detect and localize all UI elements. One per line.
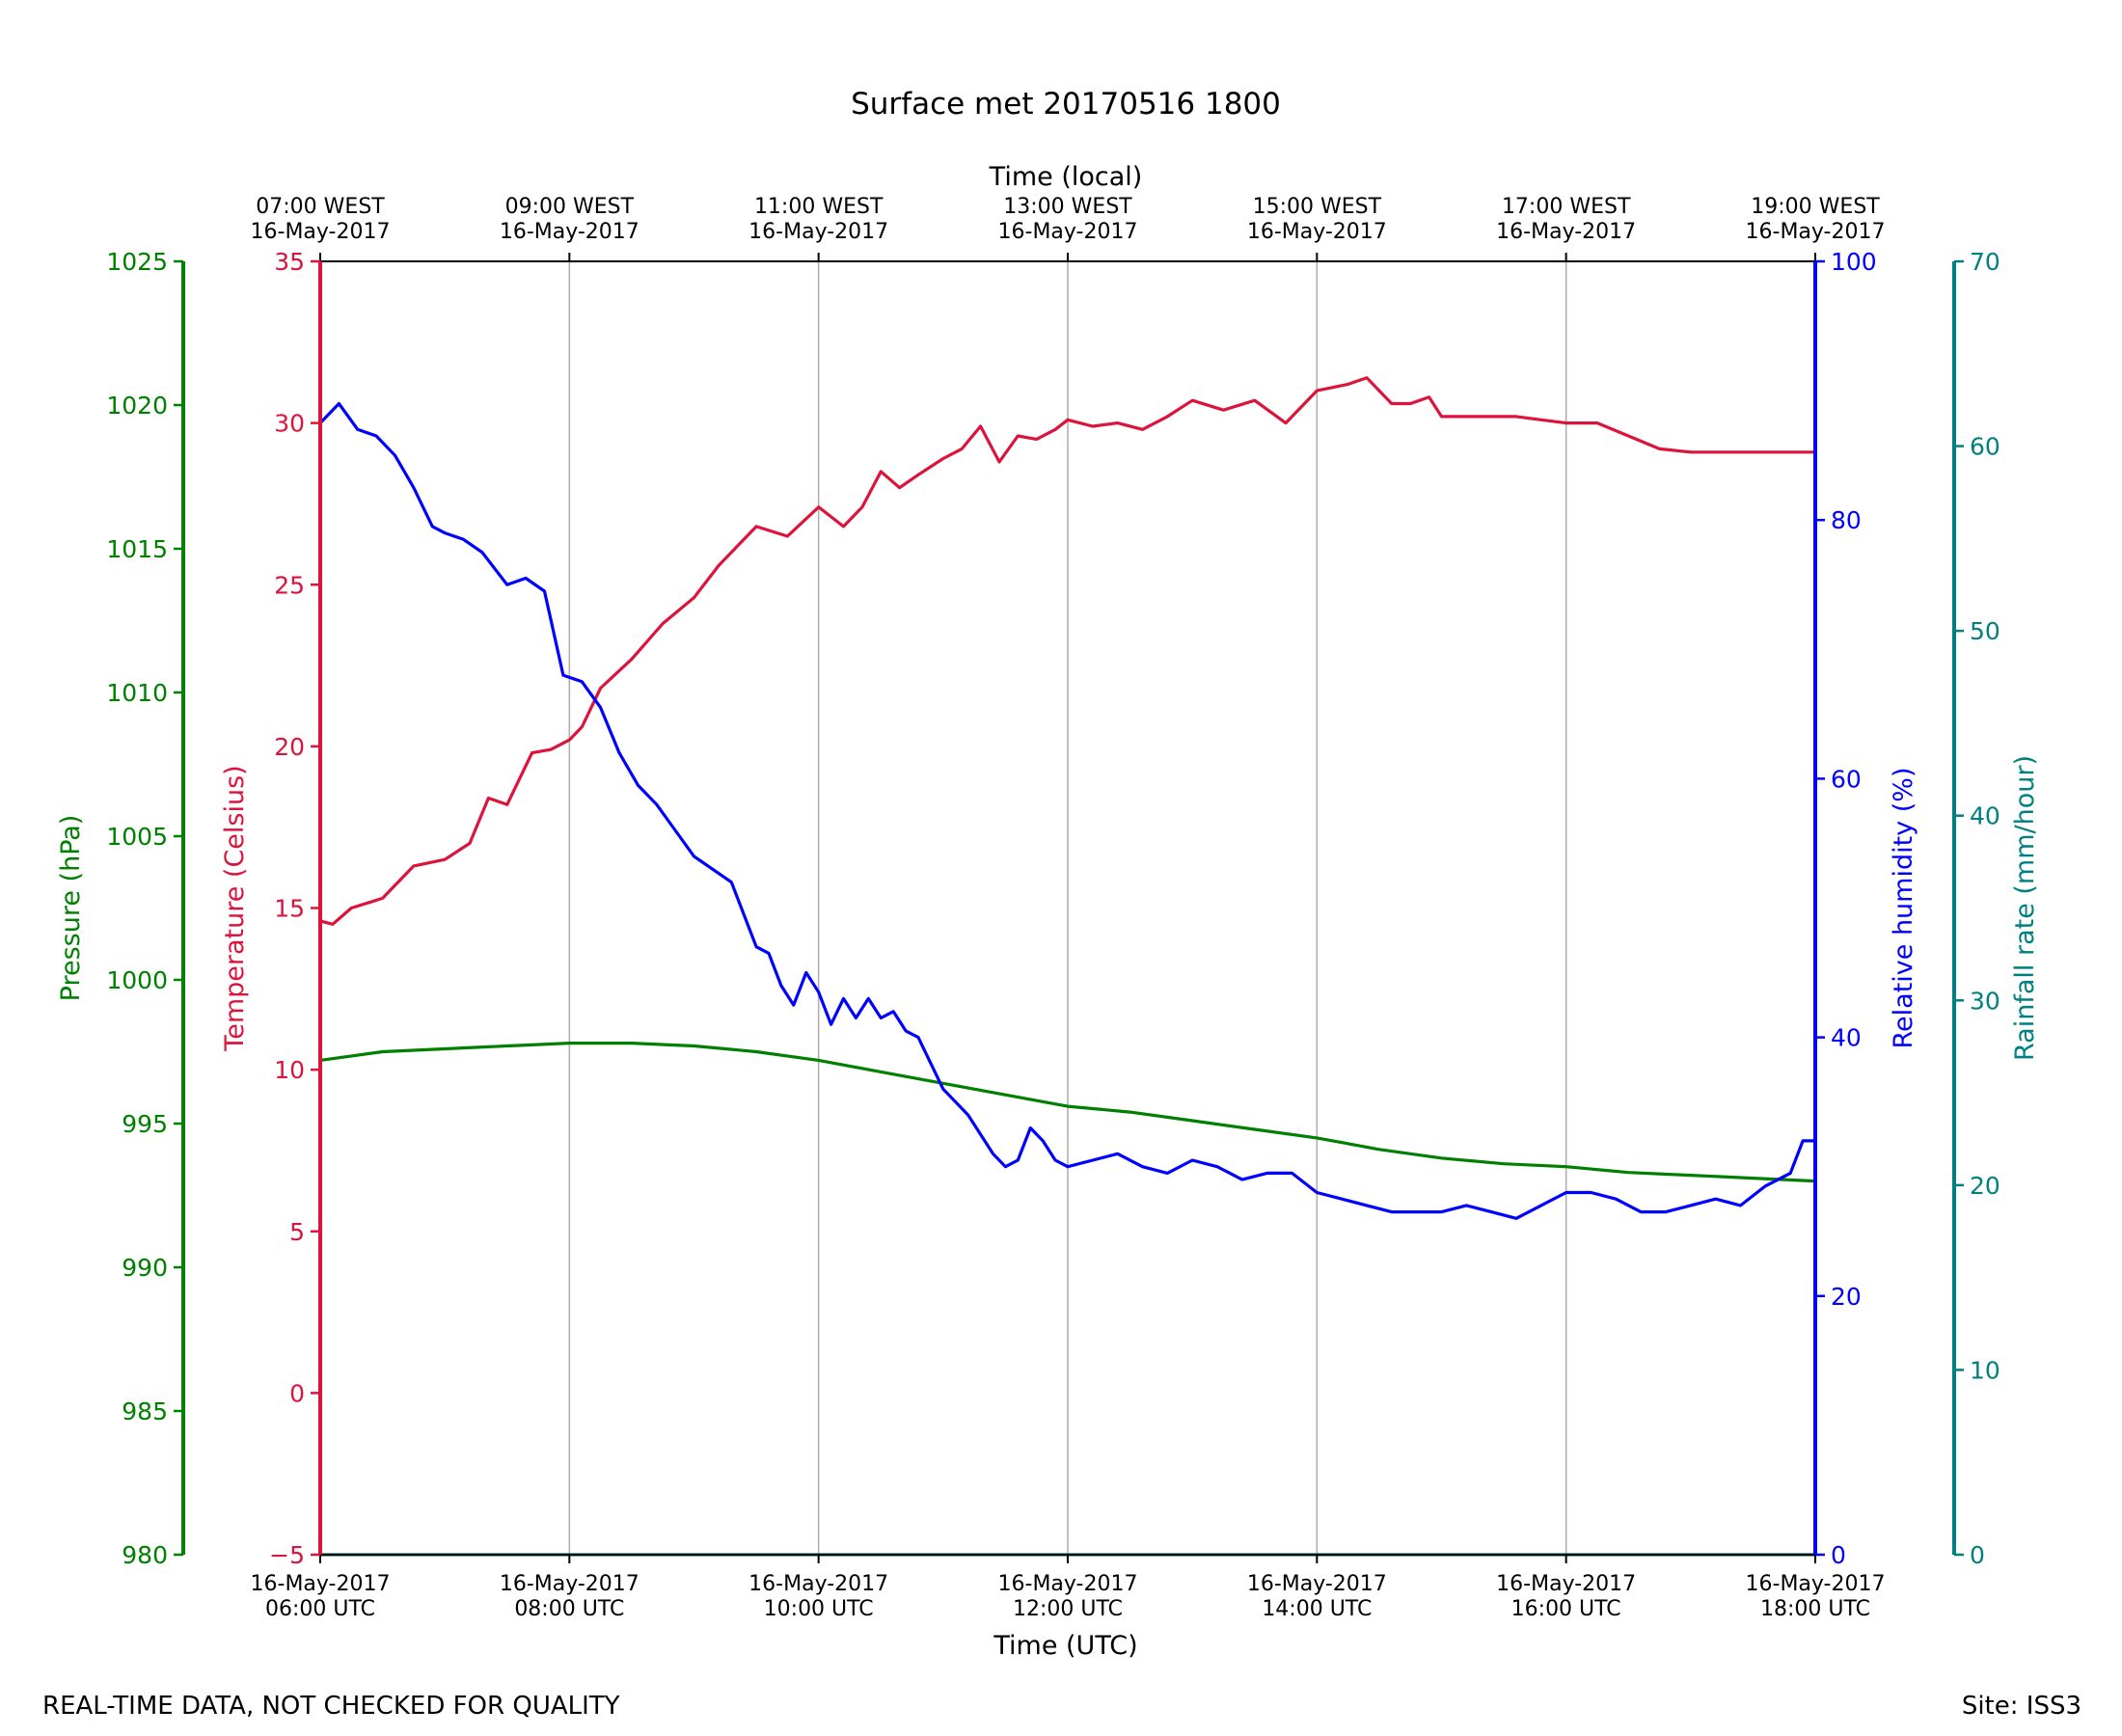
x-tick-label-date: 16-May-2017 bbox=[998, 1572, 1138, 1596]
x-tick-label-date: 16-May-2017 bbox=[1746, 1572, 1886, 1596]
site-label: Site: ISS3 bbox=[1962, 1692, 2081, 1721]
humidity-tick-label: 100 bbox=[1831, 248, 1877, 276]
x-tick-label-date: 16-May-2017 bbox=[748, 1572, 888, 1596]
x-tick-label-utc: 16:00 UTC bbox=[1511, 1597, 1621, 1621]
temperature-tick-label: 10 bbox=[274, 1056, 305, 1084]
x-tick-label-utc: 06:00 UTC bbox=[265, 1597, 375, 1621]
humidity-tick-label: 20 bbox=[1831, 1283, 1862, 1311]
temperature-tick-label: 25 bbox=[274, 571, 305, 599]
temperature-tick-label: 20 bbox=[274, 733, 305, 761]
pressure-tick-label: 995 bbox=[122, 1110, 168, 1138]
x-tick-label-local: 13:00 WEST bbox=[1003, 195, 1132, 219]
x-tick-label-local-date: 16-May-2017 bbox=[500, 220, 639, 244]
x-tick-label-local: 19:00 WEST bbox=[1751, 195, 1880, 219]
bottom-axis-label: Time (UTC) bbox=[993, 1631, 1137, 1661]
x-tick-label-date: 16-May-2017 bbox=[251, 1572, 391, 1596]
temperature-tick-label: −5 bbox=[269, 1541, 305, 1569]
x-tick-label-local: 11:00 WEST bbox=[754, 195, 884, 219]
top-axis-label: Time (local) bbox=[989, 162, 1143, 192]
pressure-tick-label: 1015 bbox=[106, 535, 168, 563]
rainfall-axis-title: Rainfall rate (mm/hour) bbox=[2010, 755, 2040, 1061]
humidity-tick-label: 60 bbox=[1831, 765, 1862, 793]
x-tick-label-utc: 10:00 UTC bbox=[764, 1597, 874, 1621]
x-tick-label-utc: 12:00 UTC bbox=[1013, 1597, 1123, 1621]
temperature-tick-label: 15 bbox=[274, 895, 305, 923]
temperature-tick-label: 30 bbox=[274, 410, 305, 438]
x-tick-label-local-date: 16-May-2017 bbox=[998, 220, 1138, 244]
pressure-tick-label: 1005 bbox=[106, 823, 168, 851]
x-tick-label-date: 16-May-2017 bbox=[1247, 1572, 1387, 1596]
pressure-tick-label: 1025 bbox=[106, 248, 168, 276]
rainfall-tick-label: 20 bbox=[1970, 1172, 2000, 1200]
rainfall-tick-label: 10 bbox=[1970, 1356, 2000, 1384]
rainfall-tick-label: 30 bbox=[1970, 987, 2000, 1015]
rainfall-tick-label: 0 bbox=[1970, 1541, 1985, 1569]
x-tick-label-utc: 18:00 UTC bbox=[1760, 1597, 1870, 1621]
pressure-tick-label: 1000 bbox=[106, 966, 168, 994]
quality-disclaimer: REAL-TIME DATA, NOT CHECKED FOR QUALITY bbox=[42, 1692, 620, 1721]
humidity-axis-title: Relative humidity (%) bbox=[1889, 767, 1918, 1048]
x-tick-label-local-date: 16-May-2017 bbox=[748, 220, 888, 244]
humidity-tick-label: 0 bbox=[1831, 1541, 1846, 1569]
chart-title: Surface met 20170516 1800 bbox=[851, 87, 1281, 122]
series-line-temperature bbox=[318, 376, 1817, 926]
temperature-tick-label: 0 bbox=[289, 1379, 305, 1407]
pressure-axis-title: Pressure (hPa) bbox=[56, 815, 86, 1002]
pressure-tick-label: 1020 bbox=[106, 392, 168, 420]
pressure-tick-label: 1010 bbox=[106, 679, 168, 707]
rainfall-tick-label: 40 bbox=[1970, 802, 2000, 830]
rainfall-tick-label: 50 bbox=[1970, 617, 2000, 645]
rainfall-tick-label: 70 bbox=[1970, 248, 2000, 276]
x-tick-label-local: 09:00 WEST bbox=[505, 195, 635, 219]
humidity-tick-label: 40 bbox=[1831, 1024, 1862, 1052]
pressure-tick-label: 985 bbox=[122, 1397, 168, 1425]
temperature-tick-label: 35 bbox=[274, 248, 305, 276]
series-line-pressure bbox=[318, 1042, 1817, 1183]
pressure-tick-label: 980 bbox=[122, 1541, 168, 1569]
humidity-tick-label: 80 bbox=[1831, 506, 1862, 534]
x-tick-label-utc: 14:00 UTC bbox=[1262, 1597, 1372, 1621]
pressure-tick-label: 990 bbox=[122, 1254, 168, 1282]
x-tick-label-local: 07:00 WEST bbox=[256, 195, 385, 219]
x-tick-label-local-date: 16-May-2017 bbox=[251, 220, 391, 244]
x-tick-label-local-date: 16-May-2017 bbox=[1496, 220, 1636, 244]
x-tick-label-local-date: 16-May-2017 bbox=[1247, 220, 1387, 244]
series-line-relative-humidity bbox=[318, 401, 1817, 1220]
x-tick-label-utc: 08:00 UTC bbox=[514, 1597, 624, 1621]
rainfall-tick-label: 60 bbox=[1970, 433, 2000, 461]
x-tick-label-date: 16-May-2017 bbox=[1496, 1572, 1636, 1596]
x-tick-label-date: 16-May-2017 bbox=[500, 1572, 639, 1596]
temperature-axis-title: Temperature (Celsius) bbox=[220, 765, 250, 1051]
x-tick-label-local: 17:00 WEST bbox=[1502, 195, 1631, 219]
temperature-tick-label: 5 bbox=[289, 1218, 305, 1246]
x-tick-label-local: 15:00 WEST bbox=[1253, 195, 1382, 219]
x-tick-label-local-date: 16-May-2017 bbox=[1746, 220, 1886, 244]
